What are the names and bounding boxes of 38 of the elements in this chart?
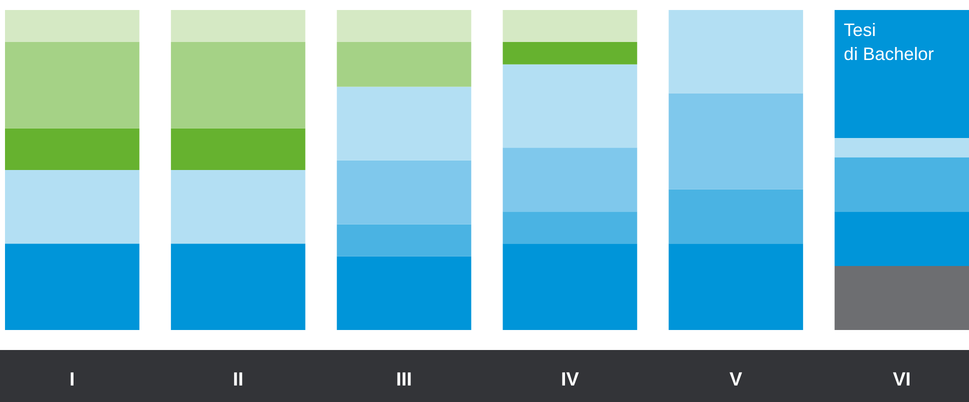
bar (834, 10, 969, 138)
bar (170, 244, 306, 330)
bar (336, 86, 472, 160)
bar (502, 244, 638, 330)
x-tick-label: III (396, 370, 412, 390)
bar (502, 64, 638, 148)
bar (834, 138, 969, 158)
bar (5, 128, 140, 170)
x-tick-label: V (730, 370, 743, 390)
x-tick-label: II (232, 370, 244, 390)
bar (336, 42, 472, 87)
bar (502, 42, 638, 64)
bar (170, 128, 306, 170)
bar (336, 224, 472, 256)
bar (336, 256, 472, 330)
bar (336, 10, 472, 42)
bar (502, 212, 638, 244)
annotation: Tesi di Bachelor (844, 20, 934, 64)
bar (502, 10, 638, 42)
bar (834, 157, 969, 212)
x-tick-label: I (70, 370, 75, 390)
bar (668, 244, 804, 330)
x-tick-label: IV (560, 370, 580, 390)
x-tick-label: VI (892, 370, 911, 390)
bar (5, 42, 140, 128)
bar (336, 160, 472, 224)
bar (5, 10, 140, 42)
bar (170, 42, 306, 128)
bar (170, 10, 306, 42)
bar (668, 93, 804, 190)
bar (170, 170, 306, 244)
bar (5, 244, 140, 330)
bar (834, 212, 969, 266)
bar (834, 266, 969, 330)
bar (668, 10, 804, 94)
bar (502, 148, 638, 212)
bar (668, 189, 804, 244)
bar (5, 170, 140, 244)
